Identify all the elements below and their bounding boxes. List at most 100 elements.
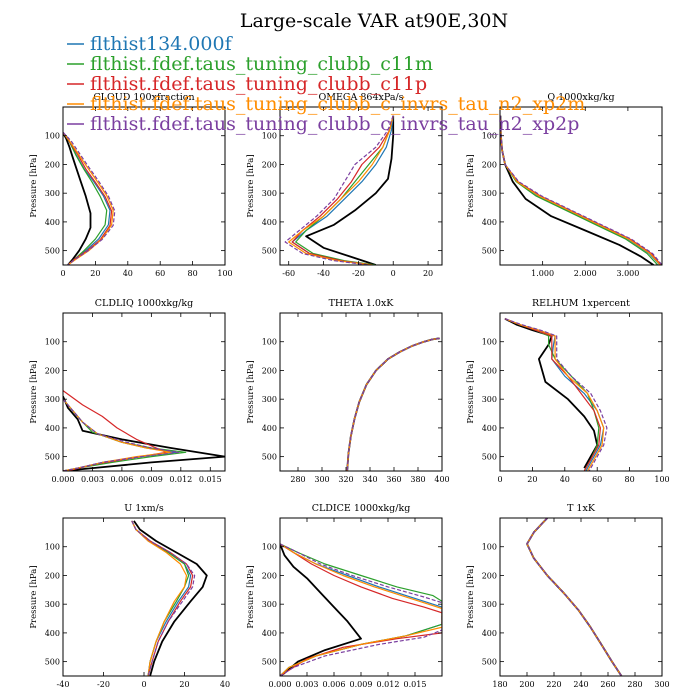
y-axis-label: Pressure [hPa] — [29, 565, 39, 628]
series-line-0 — [305, 115, 395, 265]
x-tick-label: 300 — [314, 475, 329, 484]
y-tick-label: 100 — [45, 132, 60, 141]
y-axis-label: Pressure [hPa] — [466, 360, 476, 423]
y-tick-label: 100 — [262, 543, 277, 552]
y-tick-label: 300 — [482, 189, 497, 198]
x-tick-label: 100 — [654, 475, 669, 484]
y-tick-label: 500 — [262, 658, 277, 667]
plot-frame — [62, 312, 226, 472]
x-tick-label: 380 — [410, 475, 425, 484]
y-tick-label: 500 — [45, 453, 60, 462]
panel-title: THETA 1.0xK — [329, 298, 395, 309]
series-line-0 — [133, 520, 208, 676]
series-line-4 — [504, 318, 605, 471]
x-tick-label: 0.003 — [296, 680, 319, 689]
series-line-2 — [63, 398, 187, 471]
x-tick-label: 0.000 — [52, 475, 75, 484]
x-tick-label: 0 — [497, 475, 502, 484]
y-tick-label: 200 — [45, 571, 60, 580]
x-tick-label: 60 — [155, 269, 165, 278]
series-line-5 — [284, 115, 394, 265]
y-tick-label: 300 — [45, 395, 60, 404]
x-tick-label: 0 — [141, 680, 146, 689]
series-line-3 — [526, 518, 623, 676]
x-tick-label: -40 — [317, 269, 330, 278]
panel-0: 0 20 40 60 80 100 100 200 300 400 500 Pressure [hPa… — [29, 92, 233, 278]
y-tick-label: 400 — [45, 218, 60, 227]
series-line-4 — [288, 115, 394, 265]
series-line-5 — [346, 337, 440, 471]
series-line-1 — [346, 337, 440, 471]
x-tick-label: 3.000 — [616, 269, 639, 278]
y-tick-label: 100 — [482, 132, 497, 141]
series-line-4 — [526, 518, 623, 676]
y-tick-label: 500 — [45, 658, 60, 667]
x-tick-label: 180 — [492, 680, 507, 689]
series-line-4 — [500, 115, 661, 265]
y-tick-label: 100 — [482, 543, 497, 552]
x-tick-label: 80 — [188, 269, 198, 278]
series-line-1 — [526, 518, 623, 676]
x-tick-label: 0.006 — [323, 680, 346, 689]
series-line-4 — [280, 543, 442, 676]
plot-frame — [279, 106, 443, 266]
y-tick-label: 200 — [262, 571, 277, 580]
y-axis-label: Pressure [hPa] — [246, 565, 256, 628]
x-tick-label: 0.009 — [140, 475, 163, 484]
legend-label: flthist.fdef.taus_tuning_clubb_c_invrs_t… — [90, 93, 585, 115]
series-line-0 — [280, 543, 362, 676]
series-line-5 — [504, 318, 608, 471]
y-tick-label: 500 — [262, 247, 277, 256]
x-tick-label: 0.006 — [110, 475, 133, 484]
y-tick-label: 300 — [262, 395, 277, 404]
panel-title: CLOUD 100xfraction — [93, 92, 194, 103]
y-tick-label: 200 — [45, 160, 60, 169]
panel-2: 1.000 2.000 3.000 100 200 300 400 500 Pressure [… — [466, 92, 663, 278]
x-tick-label: -60 — [282, 269, 295, 278]
y-tick-label: 500 — [482, 247, 497, 256]
plot-frame — [62, 517, 226, 677]
y-tick-label: 400 — [482, 424, 497, 433]
panel-6: -40 -20 0 20 40 100 200 300 400 500 Pressure [hPa]… — [29, 503, 230, 689]
x-tick-label: 0.009 — [350, 680, 373, 689]
panel-title: T 1xK — [567, 503, 596, 514]
y-tick-label: 200 — [482, 366, 497, 375]
y-axis-label: Pressure [hPa] — [466, 565, 476, 628]
series-line-3 — [63, 131, 113, 265]
panel-title: CLDICE 1000xkg/kg — [312, 503, 411, 514]
series-line-3 — [504, 318, 601, 471]
legend-label: flthist.fdef.taus_tuning_clubb_c11m — [90, 53, 433, 75]
y-axis-label: Pressure [hPa] — [246, 154, 256, 217]
y-tick-label: 500 — [262, 453, 277, 462]
x-tick-label: 220 — [546, 680, 561, 689]
y-tick-label: 400 — [45, 424, 60, 433]
series-line-5 — [280, 543, 442, 676]
panel-4: 280 300 320 340 360 380 400 100 200 300 400 500 Pres… — [246, 298, 450, 484]
panel-5: 0 20 40 60 80 100 100 200 300 400 500 Pressure [hPa… — [466, 298, 670, 484]
y-tick-label: 200 — [45, 366, 60, 375]
y-axis-label: Pressure [hPa] — [246, 360, 256, 423]
y-tick-label: 500 — [45, 247, 60, 256]
series-line-0 — [63, 132, 92, 265]
y-tick-label: 100 — [45, 338, 60, 347]
y-tick-label: 400 — [45, 629, 60, 638]
y-tick-label: 400 — [262, 629, 277, 638]
x-tick-label: 200 — [519, 680, 534, 689]
x-tick-label: 40 — [560, 475, 570, 484]
legend-label: flthist.fdef.taus_tuning_clubb_c11p — [90, 73, 427, 95]
x-tick-label: 20 — [527, 475, 537, 484]
x-tick-label: 0.015 — [199, 475, 222, 484]
y-tick-label: 300 — [482, 600, 497, 609]
x-tick-label: 2.000 — [574, 269, 597, 278]
y-tick-label: 400 — [482, 629, 497, 638]
x-tick-label: 40 — [220, 680, 230, 689]
legend: flthist134.000fflthist.fdef.taus_tuning_… — [67, 33, 585, 135]
x-tick-label: 40 — [123, 269, 133, 278]
x-tick-label: 0.003 — [81, 475, 104, 484]
panel-title: OMEGA 864xPa/s — [318, 92, 403, 103]
x-tick-label: -40 — [57, 680, 70, 689]
x-tick-label: 0 — [391, 269, 396, 278]
series-line-4 — [131, 520, 188, 676]
